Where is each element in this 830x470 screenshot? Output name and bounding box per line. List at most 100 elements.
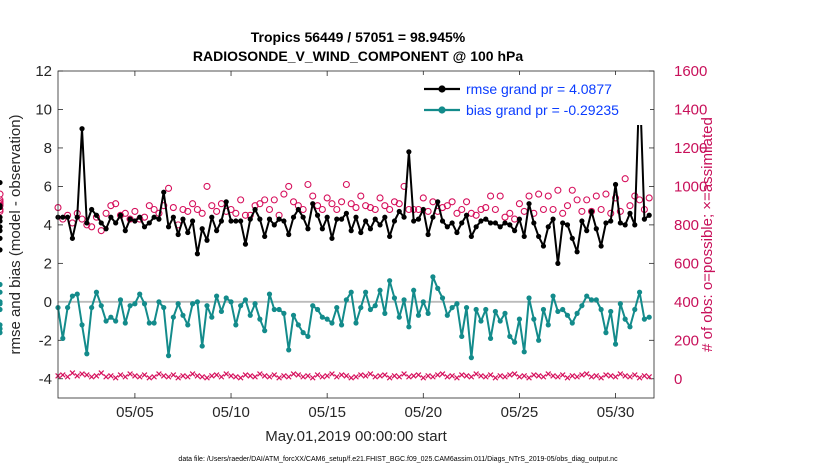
- bias-marker: [0, 326, 3, 332]
- bias-marker: [329, 320, 335, 326]
- y2-tick-label: 1200: [674, 140, 707, 157]
- assimilated-obs-marker: [266, 374, 273, 380]
- possible-obs-marker: [208, 202, 216, 210]
- rmse-marker: [598, 243, 604, 249]
- assimilated-obs-marker: [603, 372, 609, 378]
- possible-obs-marker: [554, 186, 562, 194]
- rmse-marker: [449, 220, 455, 226]
- assimilated-obs-marker: [617, 371, 624, 377]
- possible-obs-marker: [112, 200, 120, 208]
- rmse-marker: [314, 212, 321, 218]
- rmse-marker: [560, 220, 566, 226]
- bias-marker: [127, 303, 133, 309]
- rmse-marker: [564, 222, 571, 228]
- bias-marker: [415, 312, 422, 318]
- rmse-marker: [555, 260, 561, 266]
- bias-marker: [156, 299, 162, 305]
- bias-marker: [612, 341, 619, 347]
- y2-tick-label: 800: [674, 217, 699, 234]
- assimilated-obs-marker: [64, 374, 71, 380]
- bias-marker: [430, 274, 436, 280]
- rmse-marker: [262, 233, 268, 240]
- rmse-marker: [170, 214, 176, 220]
- bias-marker: [627, 324, 633, 330]
- bias-marker: [117, 297, 124, 303]
- bias-marker: [348, 289, 354, 295]
- rmse-marker: [209, 214, 215, 220]
- rmse-marker: [497, 224, 503, 230]
- possible-obs-marker: [602, 190, 610, 198]
- rmse-marker: [444, 224, 450, 230]
- possible-obs-marker: [261, 196, 269, 204]
- possible-obs-marker: [0, 198, 4, 206]
- rmse-marker: [93, 212, 100, 218]
- y-tick-label: 4: [44, 217, 52, 234]
- rmse-marker: [516, 216, 523, 222]
- chart-subtitle: RADIOSONDE_V_WIND_COMPONENT @ 100 hPa: [193, 48, 523, 64]
- assimilated-obs-marker: [136, 374, 143, 380]
- rmse-marker: [310, 201, 316, 207]
- possible-obs-marker: [462, 198, 471, 206]
- rmse-marker: [180, 216, 186, 222]
- rmse-marker: [117, 212, 124, 218]
- possible-obs-marker: [126, 215, 134, 223]
- possible-obs-marker: [169, 204, 177, 212]
- possible-obs-marker: [419, 194, 427, 202]
- possible-obs-marker: [559, 209, 567, 217]
- rmse-marker: [343, 210, 349, 216]
- rmse-marker: [146, 220, 152, 226]
- bias-line: [57, 275, 650, 359]
- rmse-marker: [84, 220, 90, 226]
- bias-marker: [444, 312, 450, 318]
- bias-marker: [271, 306, 277, 313]
- bias-marker: [103, 318, 109, 324]
- bias-marker: [512, 339, 518, 345]
- assimilated-obs-marker: [290, 371, 297, 377]
- possible-obs-marker: [328, 200, 336, 208]
- rmse-marker: [521, 233, 527, 240]
- assimilated-obs-marker: [607, 373, 614, 379]
- rmse-marker: [0, 247, 3, 253]
- bias-marker: [396, 314, 402, 320]
- possible-obs-marker: [78, 215, 86, 223]
- x-tick-label: 05/15: [308, 404, 346, 421]
- assimilated-obs-marker: [309, 374, 316, 381]
- assimilated-obs-marker: [478, 373, 484, 379]
- rmse-marker: [382, 214, 388, 220]
- bias-marker: [69, 293, 76, 299]
- rmse-marker: [584, 228, 590, 234]
- bias-marker: [343, 297, 349, 303]
- bias-marker: [564, 312, 571, 318]
- possible-obs-marker: [193, 205, 201, 214]
- bias-marker: [180, 312, 186, 318]
- rmse-marker: [185, 229, 191, 236]
- bias-marker: [406, 324, 412, 330]
- rmse-marker: [276, 216, 282, 222]
- y2-tick-label: 0: [674, 371, 682, 388]
- legend-rmse-label: rmse grand pr = 4.0877: [466, 81, 612, 97]
- assimilated-obs-marker: [482, 374, 489, 380]
- bias-marker: [0, 330, 3, 336]
- x-tick-label: 05/30: [597, 404, 635, 421]
- y-tick-label: 8: [44, 140, 52, 157]
- rmse-marker: [391, 218, 398, 224]
- possible-obs-marker: [578, 207, 586, 215]
- bias-marker: [252, 301, 258, 307]
- assimilated-obs-marker: [151, 374, 157, 380]
- assimilated-obs-marker: [223, 371, 230, 377]
- possible-obs-marker: [213, 207, 221, 215]
- assimilated-obs-marker: [146, 374, 153, 381]
- possible-obs-marker: [304, 180, 312, 189]
- bias-marker: [214, 293, 220, 299]
- bias-marker: [0, 322, 3, 328]
- assimilated-obs-marker: [160, 373, 167, 379]
- bias-marker: [550, 293, 556, 299]
- rmse-marker: [0, 179, 3, 186]
- bias-marker: [377, 287, 383, 293]
- possible-obs-marker: [472, 211, 480, 219]
- bias-marker: [420, 299, 426, 305]
- rmse-marker: [579, 218, 585, 224]
- rmse-marker: [334, 216, 340, 222]
- assimilated-obs-marker: [170, 372, 177, 378]
- assimilated-obs-marker: [521, 373, 528, 379]
